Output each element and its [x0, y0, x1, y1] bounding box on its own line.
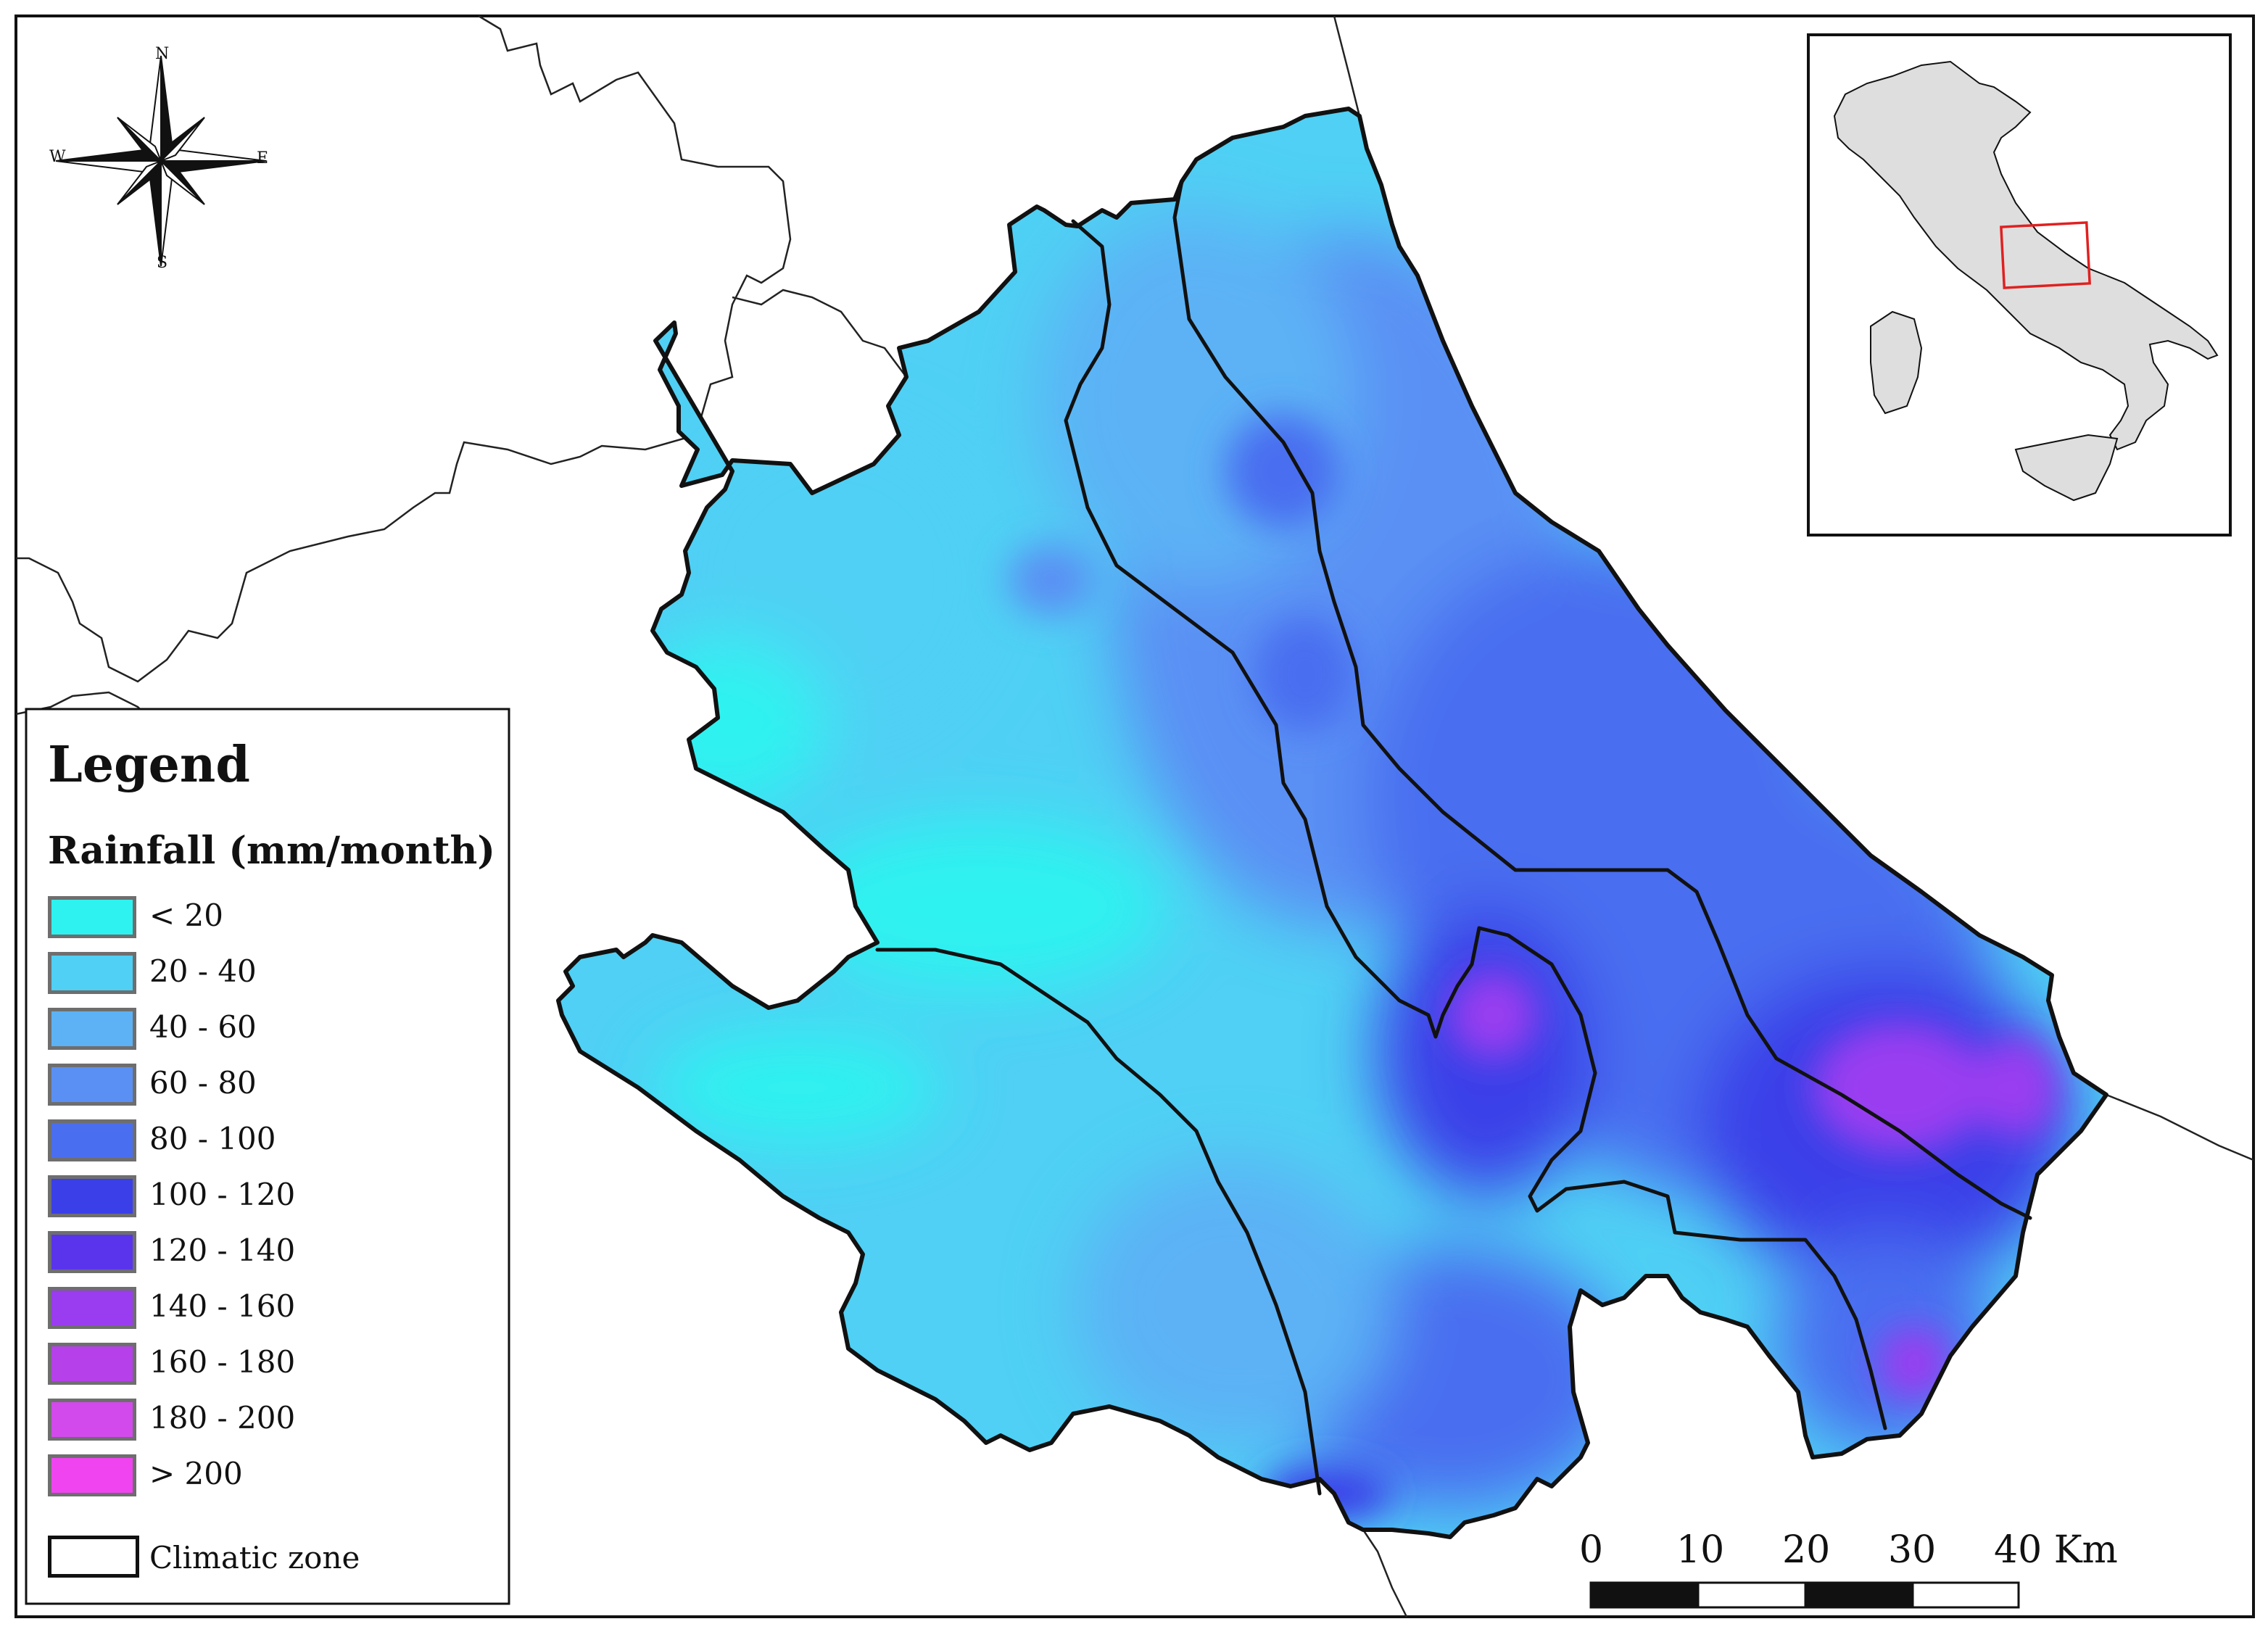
- scale-bar: [1589, 1581, 2020, 1609]
- legend-label: 20 - 40: [149, 953, 257, 989]
- legend-swatch: [48, 952, 136, 994]
- neighbour-boundaries: [15, 15, 2254, 1617]
- compass-east-label: E: [257, 149, 269, 167]
- legend-swatch: [48, 1064, 136, 1106]
- legend-label: 120 - 140: [149, 1233, 296, 1268]
- legend-swatch: [48, 1399, 136, 1441]
- climatic-zone-label: Climatic zone: [149, 1540, 360, 1575]
- legend-swatch: [48, 1343, 136, 1385]
- scale-tick-label: 30: [1888, 1528, 1937, 1572]
- legend-label: 180 - 200: [149, 1400, 296, 1436]
- scale-tick-label: 20: [1782, 1528, 1831, 1572]
- climatic-zone-swatch: [48, 1536, 139, 1578]
- legend-swatch: [48, 1175, 136, 1217]
- legend-swatch: [48, 896, 136, 938]
- inset-map: [1807, 33, 2232, 537]
- compass-south-label: S: [157, 254, 168, 272]
- scale-tick-label: 0: [1579, 1528, 1604, 1572]
- legend-label: 80 - 100: [149, 1121, 276, 1156]
- legend-label: 140 - 160: [149, 1288, 296, 1324]
- climatic-zone-lines: [875, 179, 2032, 1496]
- legend-label: 60 - 80: [149, 1065, 257, 1101]
- legend-label: 160 - 180: [149, 1344, 296, 1380]
- legend-label: 40 - 60: [149, 1009, 257, 1045]
- legend-swatch: [48, 1008, 136, 1050]
- legend-title: Legend: [48, 736, 250, 794]
- compass-rose-icon: [55, 55, 267, 267]
- legend-label: < 20: [149, 898, 223, 933]
- compass-north-label: N: [155, 45, 170, 63]
- legend-swatch: [48, 1454, 136, 1496]
- inset-sardinia: [1870, 310, 1923, 415]
- legend-swatch: [48, 1287, 136, 1329]
- legend-label: > 200: [149, 1456, 243, 1491]
- legend-label: 100 - 120: [149, 1177, 296, 1212]
- legend-swatch: [48, 1231, 136, 1273]
- legend-subtitle: Rainfall (mm/month): [48, 829, 495, 873]
- inset-sicily: [2014, 434, 2119, 502]
- scale-tick-label: 40 Km: [1994, 1528, 2118, 1572]
- legend-swatch: [48, 1119, 136, 1161]
- compass-west-label: W: [49, 148, 66, 166]
- inset-italy-mainland: [1833, 60, 2219, 451]
- scale-tick-label: 10: [1676, 1528, 1725, 1572]
- region-boundary: [556, 107, 2108, 1539]
- inset-study-area-box: [2000, 221, 2091, 289]
